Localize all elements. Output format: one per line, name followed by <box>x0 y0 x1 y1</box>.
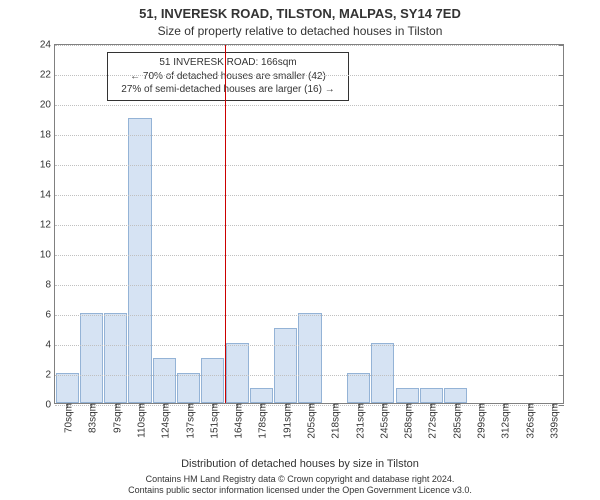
xtick-label: 312sqm <box>497 403 512 439</box>
xtick-label: 83sqm <box>84 403 99 433</box>
xtick-label: 191sqm <box>278 403 293 439</box>
xtick-label: 70sqm <box>60 403 75 433</box>
histogram-bar <box>250 388 273 403</box>
xtick-label: 151sqm <box>205 403 220 439</box>
property-size-histogram: 51, INVERESK ROAD, TILSTON, MALPAS, SY14… <box>0 0 600 500</box>
gridline <box>55 255 563 256</box>
gridline <box>55 45 563 46</box>
xtick-label: 326sqm <box>521 403 536 439</box>
xtick-label: 285sqm <box>448 403 463 439</box>
ytick-label: 4 <box>45 340 55 351</box>
ytick-label: 20 <box>40 100 55 111</box>
ytick-label: 6 <box>45 310 55 321</box>
ytick-label: 14 <box>40 190 55 201</box>
histogram-bar <box>201 358 224 403</box>
xtick-label: 218sqm <box>327 403 342 439</box>
histogram-bar <box>128 118 151 403</box>
footer-attribution: Contains HM Land Registry data © Crown c… <box>0 474 600 497</box>
xtick-label: 245sqm <box>375 403 390 439</box>
histogram-bar <box>396 388 419 403</box>
ytick-label: 8 <box>45 280 55 291</box>
ytick-mark <box>559 345 564 346</box>
info-box-line3: 27% of semi-detached houses are larger (… <box>114 83 342 97</box>
plot-area: 51 INVERESK ROAD: 166sqm ← 70% of detach… <box>54 44 564 404</box>
gridline <box>55 75 563 76</box>
footer-line2: Contains public sector information licen… <box>0 485 600 496</box>
xtick-label: 205sqm <box>303 403 318 439</box>
histogram-bar <box>177 373 200 403</box>
ytick-label: 24 <box>40 40 55 51</box>
histogram-bar <box>420 388 443 403</box>
ytick-label: 2 <box>45 370 55 381</box>
ytick-mark <box>559 75 564 76</box>
histogram-bar <box>371 343 394 403</box>
xtick-label: 272sqm <box>424 403 439 439</box>
xtick-label: 110sqm <box>133 403 148 438</box>
histogram-bar <box>274 328 297 403</box>
ytick-label: 10 <box>40 250 55 261</box>
ytick-mark <box>559 255 564 256</box>
gridline <box>55 165 563 166</box>
footer-line1: Contains HM Land Registry data © Crown c… <box>0 474 600 485</box>
ytick-label: 12 <box>40 220 55 231</box>
ytick-mark <box>559 105 564 106</box>
xtick-label: 164sqm <box>230 403 245 439</box>
ytick-label: 22 <box>40 70 55 81</box>
ytick-mark <box>559 225 564 226</box>
xtick-label: 137sqm <box>181 403 196 439</box>
gridline <box>55 135 563 136</box>
info-box: 51 INVERESK ROAD: 166sqm ← 70% of detach… <box>107 52 349 101</box>
histogram-bar <box>56 373 79 403</box>
ytick-label: 16 <box>40 160 55 171</box>
histogram-bar <box>104 313 127 403</box>
gridline <box>55 195 563 196</box>
ytick-mark <box>559 285 564 286</box>
histogram-bar <box>298 313 321 403</box>
ytick-mark <box>559 315 564 316</box>
xtick-label: 97sqm <box>108 403 123 433</box>
histogram-bar <box>347 373 370 403</box>
ytick-label: 0 <box>45 400 55 411</box>
ytick-mark <box>559 375 564 376</box>
subject-marker-line <box>225 45 226 403</box>
gridline <box>55 285 563 286</box>
xtick-label: 178sqm <box>254 403 269 439</box>
histogram-bar <box>80 313 103 403</box>
histogram-bar <box>444 388 467 403</box>
xtick-label: 231sqm <box>351 403 366 439</box>
ytick-mark <box>559 45 564 46</box>
info-box-line1: 51 INVERESK ROAD: 166sqm <box>114 56 342 70</box>
histogram-bar <box>226 343 249 403</box>
xtick-label: 258sqm <box>400 403 415 439</box>
gridline <box>55 315 563 316</box>
gridline <box>55 375 563 376</box>
ytick-mark <box>559 135 564 136</box>
chart-title-sub: Size of property relative to detached ho… <box>0 24 600 38</box>
ytick-mark <box>559 165 564 166</box>
gridline <box>55 225 563 226</box>
x-axis-label: Distribution of detached houses by size … <box>0 458 600 470</box>
chart-title-main: 51, INVERESK ROAD, TILSTON, MALPAS, SY14… <box>0 6 600 21</box>
xtick-label: 299sqm <box>473 403 488 439</box>
ytick-mark <box>559 195 564 196</box>
xtick-label: 339sqm <box>545 403 560 439</box>
xtick-label: 124sqm <box>157 403 172 439</box>
ytick-label: 18 <box>40 130 55 141</box>
gridline <box>55 105 563 106</box>
info-box-line2: ← 70% of detached houses are smaller (42… <box>114 70 342 84</box>
gridline <box>55 345 563 346</box>
histogram-bar <box>153 358 176 403</box>
